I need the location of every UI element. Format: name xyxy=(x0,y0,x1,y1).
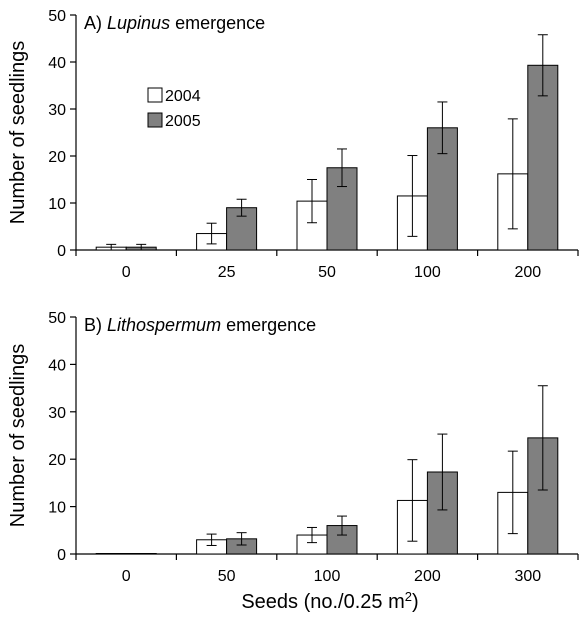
y-axis-label: Number of seedlings xyxy=(7,41,29,224)
x-tick-label: 0 xyxy=(122,568,131,585)
y-tick-label: 40 xyxy=(48,357,66,374)
x-tick-label: 200 xyxy=(514,264,541,281)
x-tick-label: 50 xyxy=(218,568,236,585)
bar-2004-50 xyxy=(296,200,328,251)
x-tick-label: 100 xyxy=(414,264,441,281)
x-tick-label: 25 xyxy=(218,264,236,281)
legend-swatch-2004 xyxy=(147,87,163,103)
x-tick-label: 50 xyxy=(318,264,336,281)
panel-title: A) Lupinus emergence xyxy=(84,13,265,33)
y-tick-label: 50 xyxy=(48,310,66,327)
x-tick-label: 0 xyxy=(122,264,131,281)
y-tick-label: 0 xyxy=(57,243,66,260)
y-tick-label: 50 xyxy=(48,8,66,25)
bar-2004-0 xyxy=(95,553,127,555)
legend-swatch-2005 xyxy=(147,112,163,128)
y-tick-label: 10 xyxy=(48,196,66,213)
chart-panel-a: 0 10 20 30 40 50 0 25 50 100 200 A) Lupinus emergen… xyxy=(7,8,579,281)
y-tick-label: 0 xyxy=(57,547,66,564)
x-tick-label: 200 xyxy=(414,568,441,585)
y-tick-label: 10 xyxy=(48,500,66,517)
panel-title: B) Lithospermum emergence xyxy=(84,315,316,335)
y-tick-label: 30 xyxy=(48,102,66,119)
x-tick-label: 100 xyxy=(314,568,341,585)
y-tick-label: 40 xyxy=(48,55,66,72)
y-tick-label: 30 xyxy=(48,405,66,422)
chart-panel-b: 0 10 20 30 40 50 0 50 100 200 300 B) Lithospermum e… xyxy=(7,310,579,585)
y-axis-label: Number of seedlings xyxy=(7,344,29,527)
x-axis-label: Seeds (no./0.25 m2) xyxy=(241,589,418,613)
legend-label-2005: 2005 xyxy=(165,113,201,130)
x-tick-label: 300 xyxy=(514,568,541,585)
y-tick-label: 20 xyxy=(48,149,66,166)
bar-2005-0 xyxy=(125,553,157,555)
y-tick-label: 20 xyxy=(48,452,66,469)
legend-label-2004: 2004 xyxy=(165,88,201,105)
